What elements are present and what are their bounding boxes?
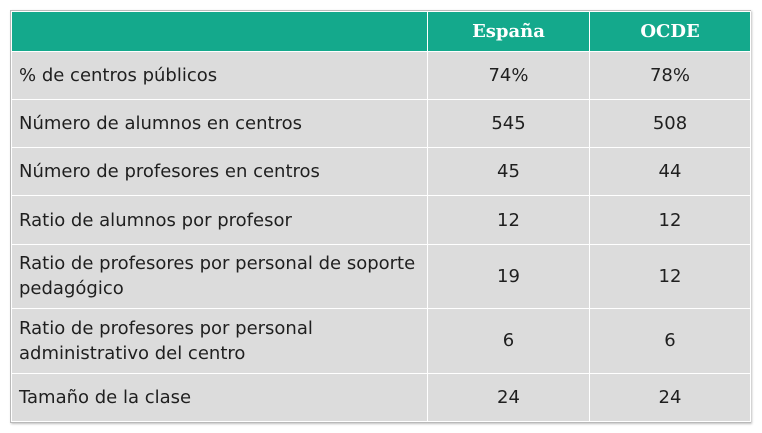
row-label: Número de profesores en centros	[11, 147, 428, 197]
espana-value: 24	[427, 372, 590, 423]
header-ocde: OCDE	[589, 11, 751, 52]
espana-value: 545	[427, 99, 590, 149]
header-row: España OCDE	[11, 11, 751, 52]
table-row: Ratio de profesores por personal de sopo…	[11, 243, 751, 310]
ocde-value: 24	[589, 372, 751, 423]
espana-value: 6	[427, 308, 590, 374]
header-espana: España	[427, 11, 590, 52]
row-label: Ratio de profesores por personal adminis…	[11, 308, 428, 374]
ocde-value: 12	[589, 243, 751, 310]
espana-value: 12	[427, 195, 590, 245]
ocde-value: 6	[589, 308, 751, 374]
table-row: Número de alumnos en centros 545 508	[11, 99, 751, 149]
table-row: % de centros públicos 74% 78%	[11, 50, 751, 101]
row-label: Tamaño de la clase	[11, 372, 428, 423]
table-row: Ratio de profesores por personal adminis…	[11, 308, 751, 374]
table-row: Número de profesores en centros 45 44	[11, 147, 751, 197]
table-row: Ratio de alumnos por profesor 12 12	[11, 195, 751, 245]
table-row: Tamaño de la clase 24 24	[11, 372, 751, 423]
ocde-value: 508	[589, 99, 751, 149]
ocde-value: 44	[589, 147, 751, 197]
row-label: % de centros públicos	[11, 50, 428, 101]
header-empty-cell	[11, 11, 428, 52]
ocde-value: 78%	[589, 50, 751, 101]
comparison-table: España OCDE % de centros públicos 74% 78…	[11, 11, 751, 423]
espana-value: 19	[427, 243, 590, 310]
ocde-value: 12	[589, 195, 751, 245]
espana-value: 45	[427, 147, 590, 197]
comparison-table-frame: España OCDE % de centros públicos 74% 78…	[10, 10, 751, 423]
row-label: Número de alumnos en centros	[11, 99, 428, 149]
espana-value: 74%	[427, 50, 590, 101]
row-label: Ratio de alumnos por profesor	[11, 195, 428, 245]
row-label: Ratio de profesores por personal de sopo…	[11, 243, 428, 310]
